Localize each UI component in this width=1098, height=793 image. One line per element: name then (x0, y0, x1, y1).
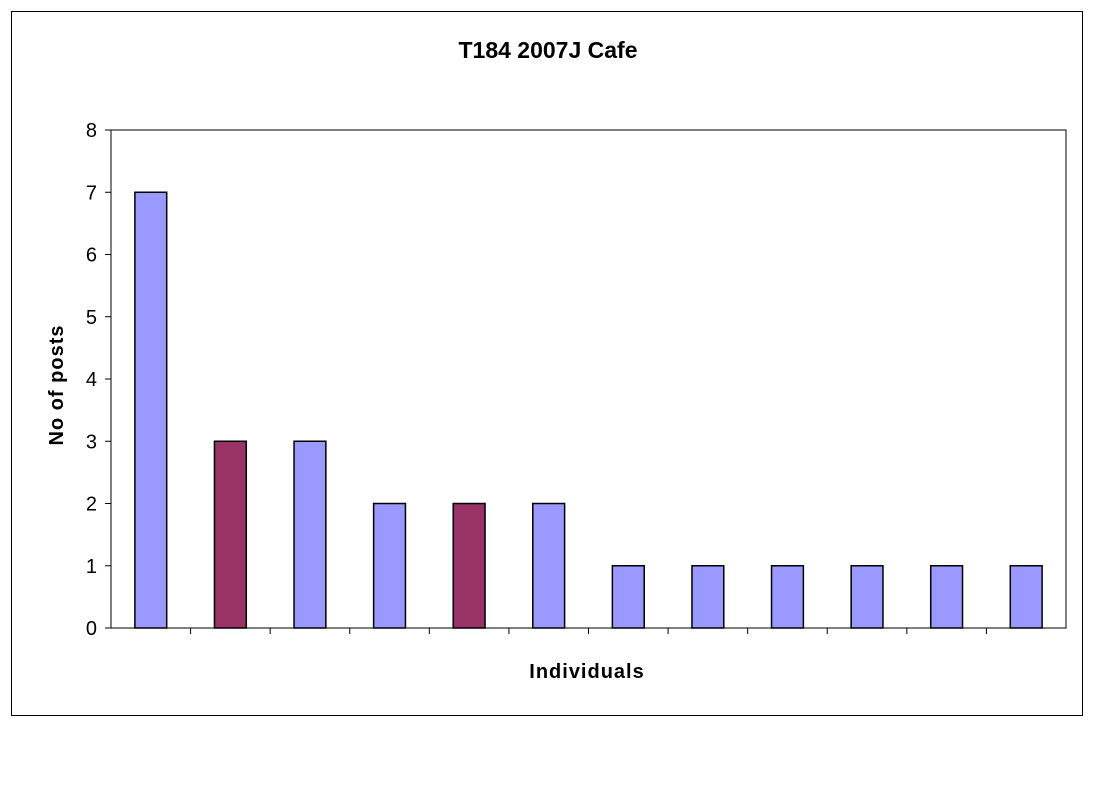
x-axis-title: Individuals (529, 661, 644, 683)
y-tick-label: 8 (86, 120, 97, 142)
chart-title: T184 2007J Cafe (458, 37, 637, 63)
y-tick-label: 5 (86, 307, 97, 329)
y-tick-label: 1 (86, 556, 97, 578)
plot-area (110, 129, 1067, 629)
bar (134, 191, 168, 629)
bar (611, 565, 645, 629)
bar (770, 565, 805, 629)
bar (293, 440, 327, 629)
y-tick-label: 2 (86, 494, 97, 516)
y-tick-label: 7 (86, 182, 97, 204)
bar (532, 502, 566, 629)
bar (372, 502, 407, 629)
bar (929, 565, 964, 629)
y-tick-label: 4 (86, 369, 97, 391)
y-tick-label: 6 (86, 245, 97, 267)
bar (213, 440, 248, 629)
bar-series (134, 191, 1043, 629)
y-tick-label: 3 (86, 431, 97, 453)
bar (850, 565, 884, 629)
bar (1009, 565, 1043, 629)
y-tick-label: 0 (86, 618, 97, 640)
bar (452, 502, 486, 629)
y-axis-title: No of posts (46, 325, 68, 446)
bar (691, 565, 725, 629)
x-axis-ticks (190, 628, 987, 634)
y-axis-ticks: 0 1 2 3 4 5 6 7 8 (86, 120, 111, 640)
